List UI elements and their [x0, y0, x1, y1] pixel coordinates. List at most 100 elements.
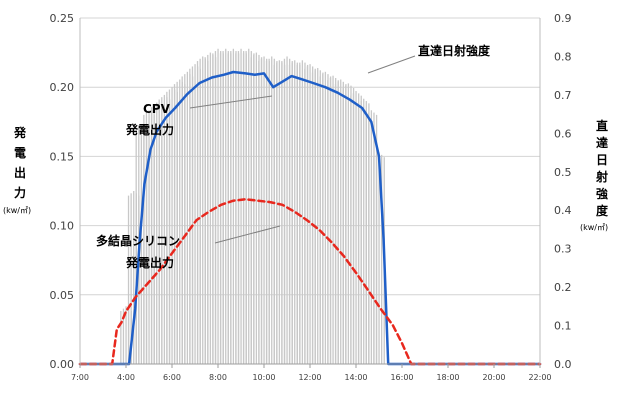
- dni-bar: [294, 60, 296, 365]
- dni-bar: [242, 53, 245, 364]
- dni-bar: [317, 67, 319, 364]
- dni-bar: [125, 306, 127, 364]
- dni-bar: [189, 68, 191, 364]
- dni-bar: [363, 98, 365, 364]
- dni-bar: [355, 91, 357, 365]
- dni-bar: [173, 84, 176, 364]
- dni-bar: [276, 62, 278, 365]
- axes: 0.00 0.05 0.10 0.15 0.20 0.25 0.0 0.1 0.2 0.3 0.4 0…: [50, 12, 572, 382]
- dni-bar: [255, 52, 258, 364]
- dni-bar: [306, 66, 309, 364]
- dni-bar: [148, 110, 150, 365]
- right-tick-label: 0.5: [554, 166, 572, 179]
- x-tick-label: 16:00: [390, 373, 413, 382]
- right-tick-label: 0.2: [554, 281, 572, 294]
- dni-bar: [194, 64, 196, 364]
- right-tick-label: 0.7: [554, 89, 572, 102]
- dni-bar: [311, 72, 314, 364]
- dni-bar: [143, 114, 145, 364]
- dni-bar: [248, 48, 250, 364]
- series-lines: [78, 70, 542, 366]
- annotation-si: 多結晶シリコン 発電出力: [96, 225, 281, 270]
- dni-bar: [204, 57, 206, 365]
- dni-bar: [156, 102, 158, 365]
- dni-bar: [127, 195, 130, 364]
- dni-bar: [199, 58, 201, 365]
- dni-bar: [291, 62, 293, 365]
- right-tick-label: 0.8: [554, 50, 572, 63]
- dni-bar: [329, 77, 332, 365]
- dni-bar: [207, 54, 209, 364]
- dni-bar: [370, 110, 373, 365]
- right-axis-label: 直達日射強度: [595, 118, 609, 218]
- si-output-line: [78, 198, 542, 366]
- dni-bar: [153, 104, 155, 364]
- x-tick-label: 12:00: [298, 373, 321, 382]
- dni-bar: [209, 52, 212, 364]
- dni-bar: [186, 71, 189, 365]
- right-tick-label: 0.1: [554, 320, 572, 333]
- dni-bar: [360, 101, 362, 364]
- dni-bar: [301, 60, 304, 365]
- annotation-dni: 直達日射強度: [367, 43, 491, 74]
- right-tick-label: 0.6: [554, 127, 572, 140]
- dni-bar: [166, 91, 168, 365]
- dni-bar: [120, 310, 122, 364]
- dni-bar: [222, 51, 224, 364]
- dni-bar: [334, 84, 337, 364]
- annotation-si-line1: 多結晶シリコン: [96, 233, 180, 248]
- right-tick-label: 0.3: [554, 243, 572, 256]
- dni-bar: [350, 95, 352, 364]
- dni-bar: [271, 56, 273, 364]
- dni-bar: [340, 79, 342, 364]
- dni-bar: [332, 75, 334, 365]
- dni-bar: [184, 74, 186, 364]
- dni-bar: [299, 62, 301, 365]
- cpv-output-line: [78, 70, 542, 366]
- x-tick-label: 8:00: [209, 373, 227, 382]
- right-tick-label: 0.0: [554, 358, 572, 371]
- left-tick-label: 0.05: [50, 289, 75, 302]
- dni-bar: [327, 80, 329, 364]
- annotation-cpv-line1: CPV: [143, 102, 171, 116]
- dni-bar: [240, 48, 242, 364]
- dni-bar: [375, 154, 378, 364]
- right-axis-unit: (kw/㎡): [580, 223, 608, 232]
- dni-bar: [171, 87, 173, 364]
- left-tick-label: 0.20: [50, 81, 75, 94]
- annotation-cpv-line2: 発電出力: [125, 122, 174, 137]
- x-tick-label: 22:00: [528, 373, 551, 382]
- dni-bar: [352, 93, 355, 365]
- dni-bar: [219, 53, 222, 364]
- x-tick-label: 7:00: [71, 373, 89, 382]
- dni-bar: [237, 51, 240, 364]
- dni-bar: [263, 56, 265, 364]
- dni-bar: [260, 58, 263, 365]
- dni-bar: [265, 61, 268, 365]
- dni-bar: [373, 157, 375, 364]
- dni-bar: [319, 76, 321, 365]
- dni-bar: [324, 71, 327, 365]
- dni-bar: [161, 97, 163, 364]
- x-tick-label: 6:00: [163, 373, 181, 382]
- dni-bar: [258, 61, 260, 365]
- dni-bar: [163, 94, 166, 364]
- dni-bar: [196, 61, 199, 365]
- dni-bar: [253, 54, 255, 364]
- x-tick-label: 4:00: [117, 373, 135, 382]
- dni-bar: [176, 81, 178, 364]
- dni-bar: [365, 114, 367, 364]
- left-axis-unit: (kw/㎡): [3, 206, 31, 215]
- left-tick-label: 0.25: [50, 12, 75, 25]
- dni-bar: [168, 89, 171, 365]
- dni-bar: [314, 70, 316, 364]
- dni-bar: [268, 58, 270, 365]
- right-tick-label: 0.9: [554, 12, 572, 25]
- dni-bar: [225, 48, 227, 364]
- dni-bar: [288, 64, 291, 364]
- dni-bar: [145, 112, 148, 364]
- dni-bar: [304, 68, 306, 364]
- dni-bar: [202, 56, 204, 364]
- left-axis-label: 発電出力: [13, 125, 27, 200]
